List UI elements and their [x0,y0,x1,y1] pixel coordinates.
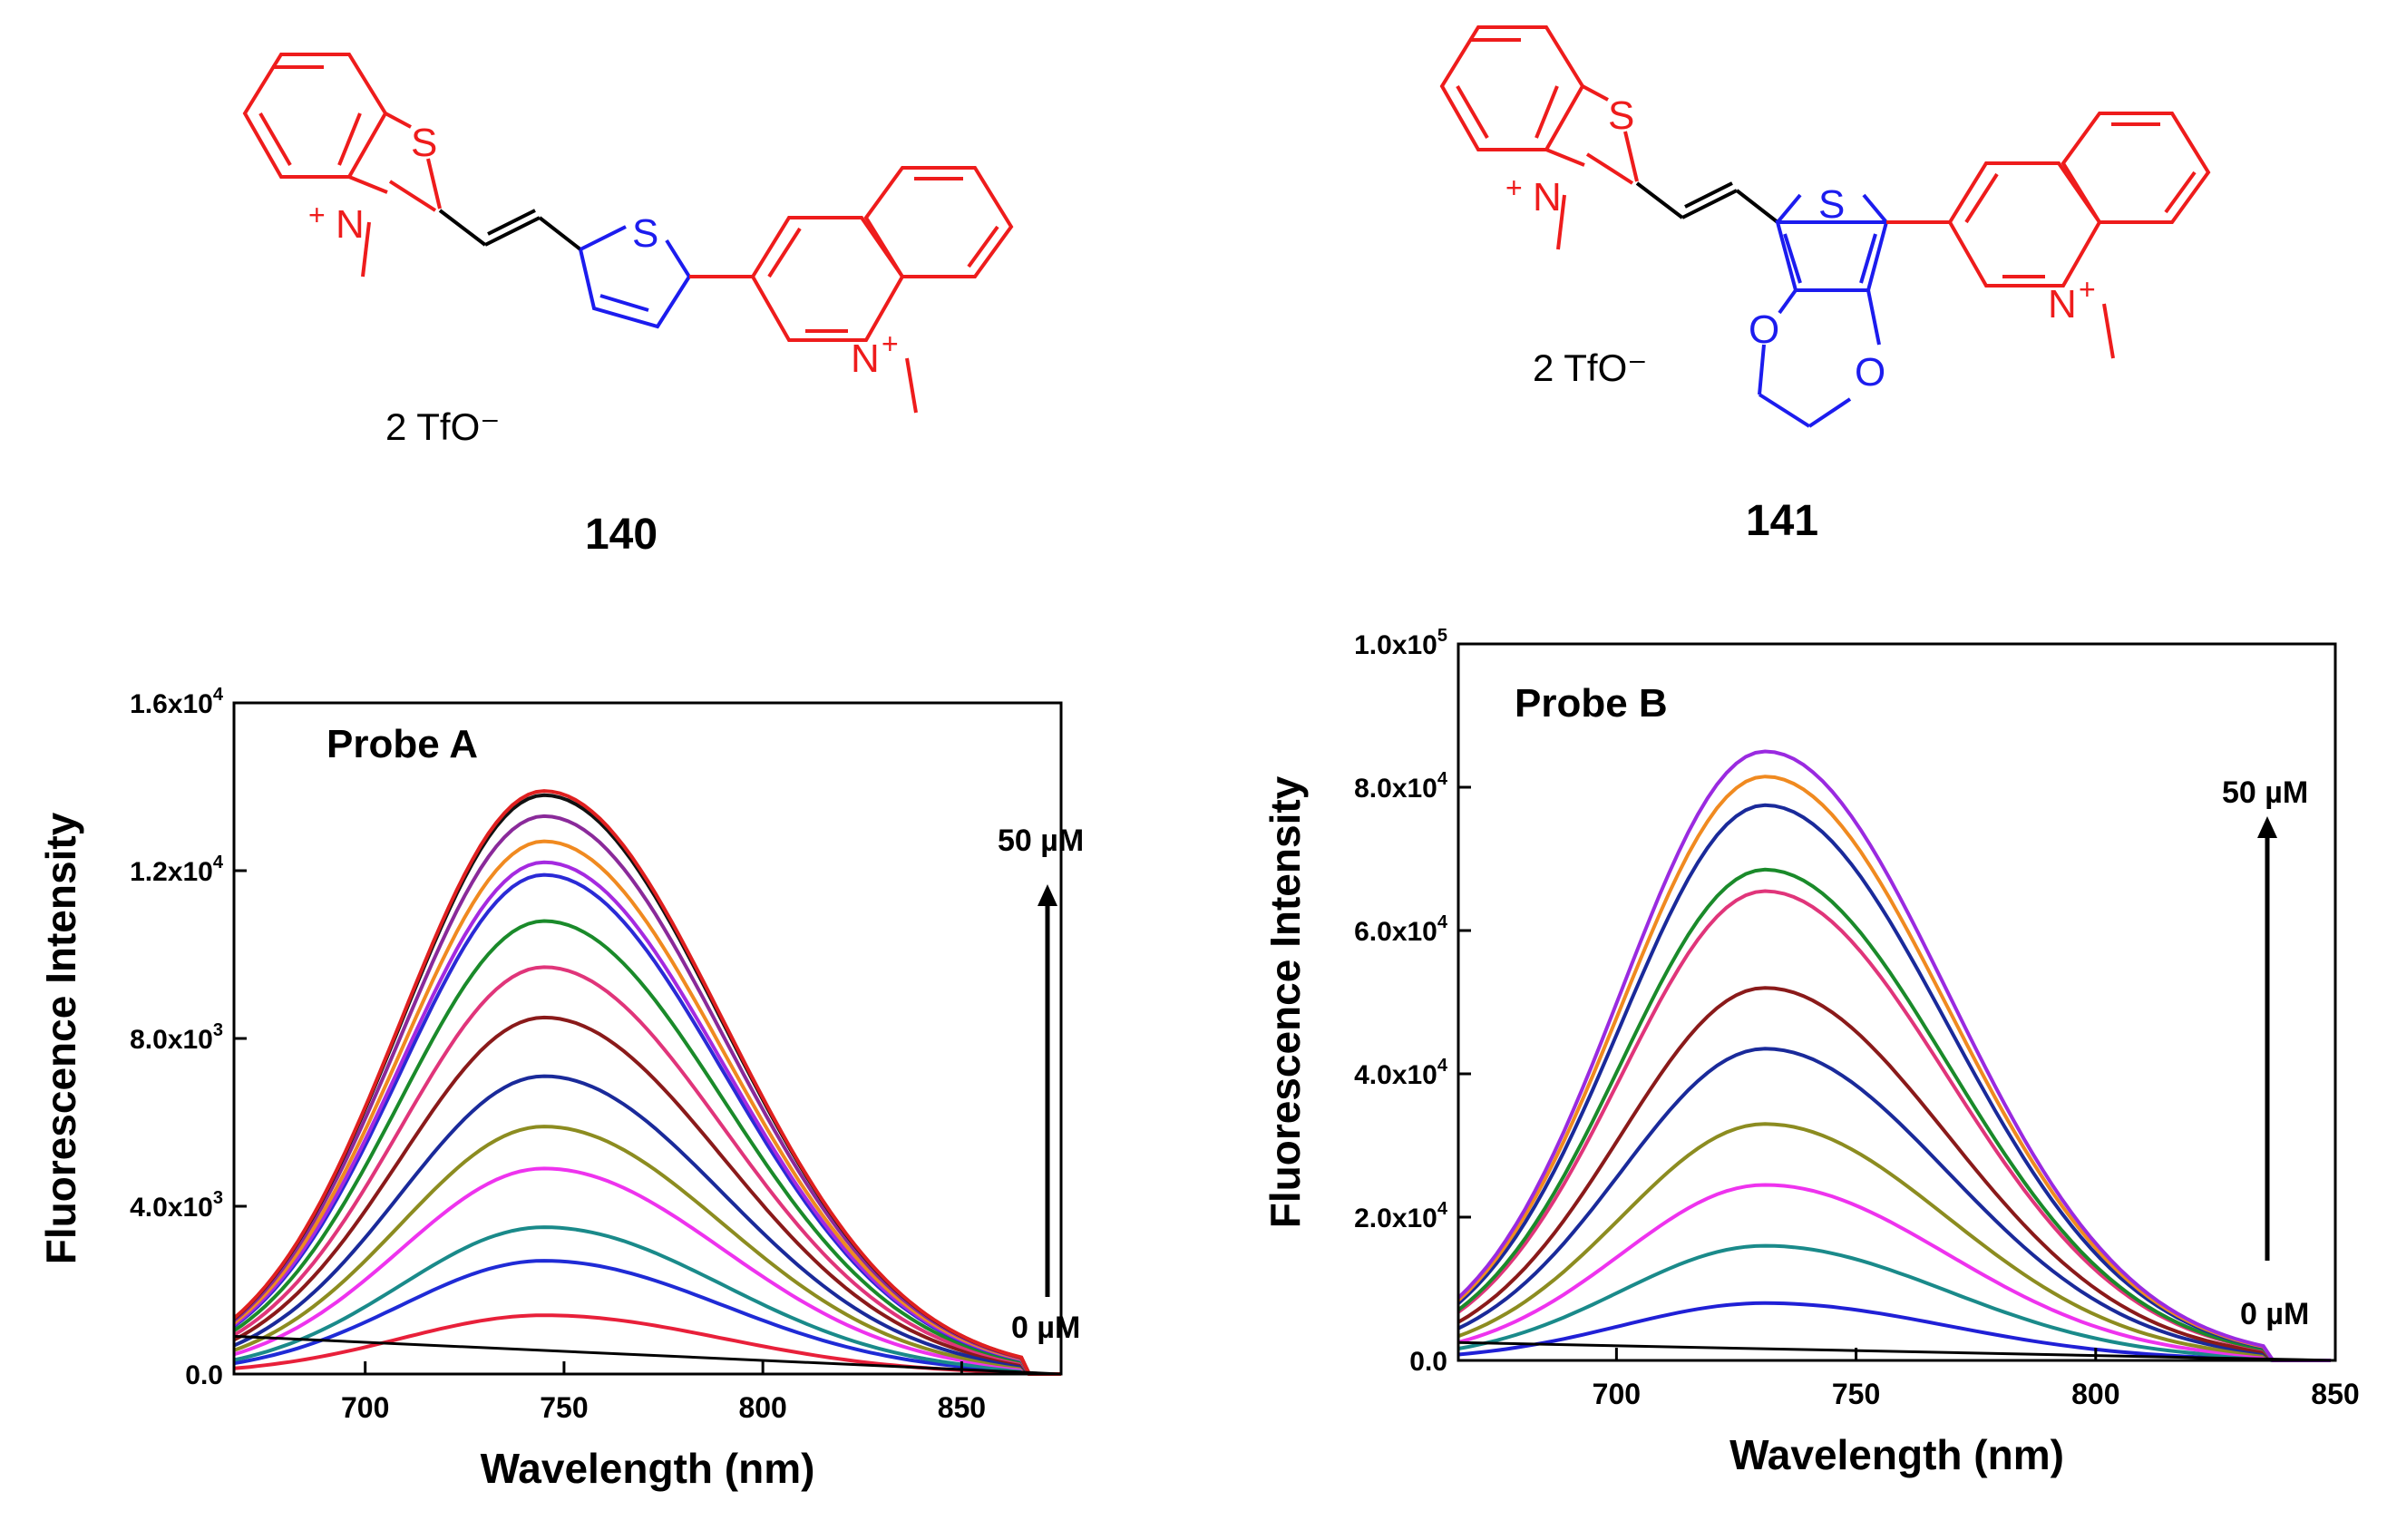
probe-b-series-2 [1457,1183,2331,1362]
probe-a-curves [232,789,1062,1376]
probe-b-x-tick-label: 850 [2311,1378,2359,1410]
chart-probe-b: 700 750 800 850 0.0 2.0x104 4.0x104 6.0x104 8.0x… [1262,626,2360,1478]
probe-a-annotation-50uM: 50 µM [998,824,1084,858]
probe-b-x-axis-label: Wavelength (nm) [1729,1431,2064,1478]
probe-b-y-tick-label: 0.0 [1409,1347,1447,1377]
probe-b-concentration-arrow [2257,816,2277,1261]
thiophene-s-atom: S [632,211,658,256]
probe-a-x-axis-label: Wavelength (nm) [481,1445,815,1492]
probe-a-x-tick-label: 800 [738,1391,786,1424]
probe-a-y-tick-label: 1.2x104 [130,853,224,887]
probe-b-y-tick-label: 1.0x105 [1354,626,1447,660]
probe-a-concentration-arrow [1038,884,1057,1297]
probe-b-series-10 [1457,749,2331,1362]
probe-b-series-3 [1457,1122,2331,1362]
probe-b-y-tick-label: 2.0x104 [1354,1199,1448,1233]
probe-a-series-11 [232,839,1061,1376]
probe-b-y-tick-label: 4.0x104 [1354,1056,1448,1090]
probe-b-y-tick-label: 8.0x104 [1354,769,1448,804]
dioxy-o-atom-2: O [1855,350,1885,395]
probe-b-ticks: 700 750 800 850 0.0 2.0x104 4.0x104 6.0x104 8.0x… [1354,626,2360,1410]
probe-a-y-tick-label: 1.6x104 [130,685,224,719]
probe-a-series-2 [233,1225,1061,1376]
probe-b-arrow-head [2257,816,2277,838]
quinolinium-n-charge: + [882,327,899,360]
vinyl-linker-141 [1635,181,1779,224]
probe-a-title: Probe A [326,722,478,766]
probe-a-x-tick-label: 850 [938,1391,986,1424]
benzothiazole-s-atom: S [411,121,437,165]
probe-a-series-10 [232,860,1061,1376]
quinolinium-moiety-141 [1886,112,2211,359]
compound-id-140: 140 [585,511,658,559]
thiophene-s-atom-141: S [1818,182,1845,227]
probe-b-y-axis-label: Fluorescence Intensity [1262,775,1309,1228]
probe-a-series-5 [233,1074,1061,1376]
probe-b-baseline-series [1457,1340,2336,1362]
benzothiazole-n-charge-141: + [1505,171,1523,204]
probe-a-arrow-head [1038,884,1057,906]
benzothiazole-n-atom: N [336,202,365,247]
counterion-label-141: 2 TfO⁻ [1533,346,1647,389]
probe-b-x-tick-label: 800 [2071,1378,2119,1410]
probe-b-x-tick-label: 700 [1593,1378,1641,1410]
probe-a-series-3 [233,1166,1061,1376]
probe-b-series-7 [1457,867,2331,1362]
probe-b-annotation-50uM: 50 µM [2222,775,2308,810]
compound-140-structure: S N + S N + 2 TfO⁻ 140 [242,53,1014,559]
compound-141-structure: S N + S O O [1439,25,2211,545]
probe-b-series-4 [1457,1047,2331,1362]
probe-a-series-6 [233,1015,1061,1376]
probe-a-baseline-series [233,1334,1062,1376]
probe-a-plot-frame [232,701,1063,1376]
probe-b-plot-frame [1457,642,2337,1362]
probe-a-series-7 [232,965,1061,1376]
chart-probe-a: 700 750 800 850 0.0 4.0x103 8.0x103 1.2x104 1.6x… [37,685,1084,1492]
probe-b-annotation-0uM: 0 µM [2240,1297,2309,1331]
probe-a-ticks: 700 750 800 850 0.0 4.0x103 8.0x103 1.2x104 1.6x… [130,685,986,1424]
probe-a-y-axis-label: Fluorescence Intensity [37,812,84,1264]
benzothiazole-n-atom-141: N [1533,175,1562,219]
probe-a-x-tick-label: 700 [341,1391,389,1424]
probe-a-series-1 [233,1259,1061,1376]
probe-a-series-4 [233,1125,1061,1376]
dioxy-o-atom-1: O [1749,307,1779,352]
probe-b-series-1 [1457,1243,2331,1362]
quinolinium-n-charge-141: + [2079,273,2096,306]
quinolinium-n-atom: N [851,336,880,381]
vinyl-linker [438,209,582,251]
quinolinium-n-atom-141: N [2048,282,2077,327]
probe-a-y-tick-label: 0.0 [185,1360,223,1390]
probe-a-x-tick-label: 750 [540,1391,588,1424]
thiophene-ring [579,225,692,329]
probe-a-series-8 [232,919,1061,1376]
probe-b-title: Probe B [1515,681,1668,726]
quinolinium-moiety [689,166,1014,414]
benzothiazole-s-atom-141: S [1608,93,1634,138]
probe-a-series-12 [232,814,1061,1376]
probe-a-y-tick-label: 8.0x103 [130,1020,223,1055]
compound-id-141: 141 [1746,497,1818,545]
benzothiazolium-moiety-141 [1439,25,1639,250]
probe-b-y-tick-label: 6.0x104 [1354,912,1448,947]
ethylenedioxythiophene-ring [1758,193,1889,428]
probe-b-curves [1457,749,2336,1362]
benzothiazole-n-charge: + [308,199,326,231]
probe-a-series-14 [232,789,1061,1376]
benzothiazolium-moiety [242,53,442,278]
probe-b-x-tick-label: 750 [1832,1378,1880,1410]
counterion-label-140: 2 TfO⁻ [385,405,500,448]
probe-b-series-5 [1457,986,2331,1362]
probe-a-y-tick-label: 4.0x103 [130,1188,223,1223]
probe-a-annotation-0uM: 0 µM [1011,1311,1080,1345]
